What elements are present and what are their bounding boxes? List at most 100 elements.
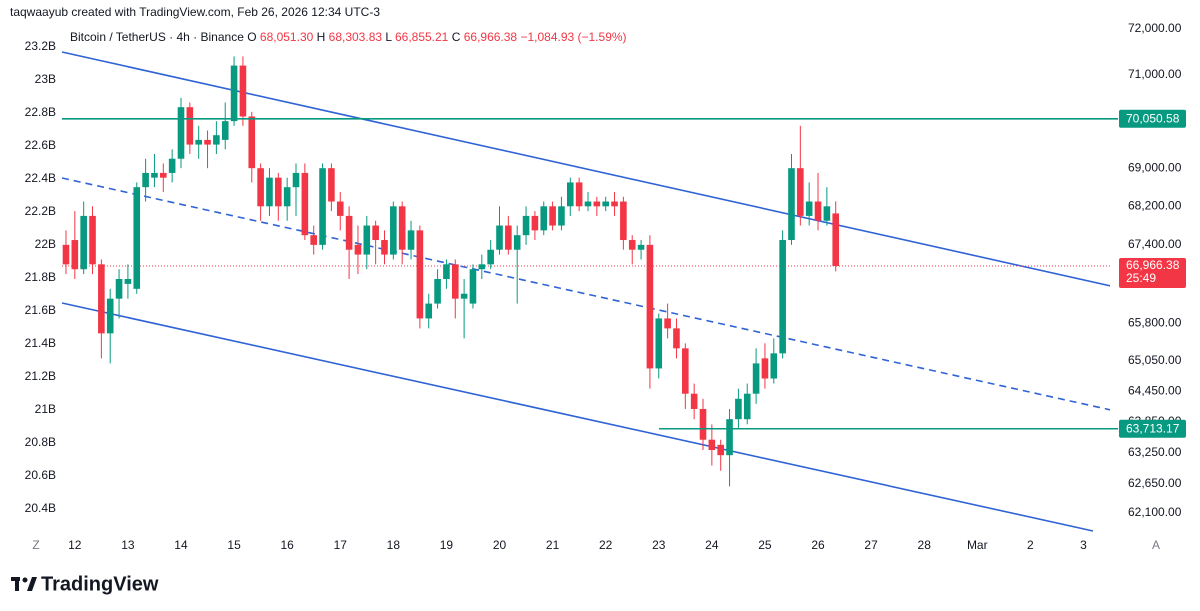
- candle-body: [310, 235, 318, 245]
- candle-body: [717, 444, 725, 456]
- candle-body: [602, 201, 609, 207]
- x-tick-label: 20: [493, 538, 507, 552]
- candle-body: [620, 201, 627, 241]
- y2-tick-label: 21.6B: [25, 303, 56, 317]
- candle-body: [832, 213, 840, 266]
- candle-body: [788, 168, 795, 241]
- legend-key: L: [385, 30, 392, 44]
- candle-body: [823, 206, 831, 221]
- plot-area: [62, 56, 1110, 487]
- x-tick-label: 3: [1080, 538, 1087, 552]
- y-tick-label: 65,800.00: [1128, 316, 1182, 330]
- candle-body: [735, 398, 742, 420]
- brand-logo: [11, 577, 37, 591]
- candle-body: [89, 215, 96, 265]
- y-tick-label: 62,100.00: [1128, 505, 1182, 519]
- level-label: 63,713.17: [1126, 421, 1180, 435]
- candle-body: [805, 201, 813, 216]
- x-tick-label: 22: [599, 538, 613, 552]
- x-tick-label: 19: [440, 538, 454, 552]
- candle-body: [416, 230, 424, 319]
- x-tick-label: 26: [811, 538, 825, 552]
- y2-tick-label: 22.2B: [25, 204, 56, 218]
- candle-body: [646, 244, 654, 369]
- channel-lower: [61, 302, 1094, 532]
- candle-body: [336, 201, 344, 216]
- x-tick-label: 21: [546, 538, 560, 552]
- x-tick-label: 28: [918, 538, 932, 552]
- auto-button-right[interactable]: A: [1152, 538, 1160, 552]
- y2-tick-label: 22B: [35, 237, 56, 251]
- candle-body: [540, 206, 548, 231]
- candle-body: [708, 439, 716, 451]
- x-tick-label: 2: [1027, 538, 1034, 552]
- candle-body: [363, 225, 371, 255]
- candle-body: [390, 206, 397, 255]
- y2-tick-label: 21.4B: [25, 336, 56, 350]
- candle-body: [354, 244, 362, 255]
- y2-tick-label: 21.2B: [25, 369, 56, 383]
- candle-body: [770, 353, 778, 379]
- x-tick-label: Mar: [967, 538, 988, 552]
- x-tick-label: 15: [227, 538, 241, 552]
- y2-tick-label: 21B: [35, 402, 56, 416]
- candle-body: [159, 172, 167, 178]
- x-tick-label: 14: [174, 538, 188, 552]
- x-tick-label: 23: [652, 538, 666, 552]
- candle-body: [752, 363, 760, 394]
- y-tick-label: 62,650.00: [1128, 476, 1182, 490]
- candle-body: [124, 279, 132, 284]
- candle-body: [637, 244, 645, 250]
- channel: [61, 51, 1110, 532]
- last-price-label: 66,966.38: [1126, 258, 1180, 272]
- y-tick-label: 72,000.00: [1128, 21, 1182, 35]
- candle-body: [71, 240, 79, 270]
- candle-body: [522, 215, 530, 236]
- candle-body: [266, 177, 273, 207]
- candle-body: [275, 177, 282, 207]
- x-tick-label: 16: [280, 538, 294, 552]
- y2-tick-label: 23B: [35, 72, 56, 86]
- candle-body: [505, 225, 512, 250]
- x-tick-label: 12: [68, 538, 82, 552]
- y2-tick-label: 20.4B: [25, 501, 56, 515]
- y2-tick-label: 22.4B: [25, 171, 56, 185]
- y-tick-label: 63,250.00: [1128, 445, 1182, 459]
- candle-body: [372, 225, 379, 241]
- candle-body: [345, 215, 353, 250]
- candle-body: [239, 65, 247, 117]
- candle-body: [726, 419, 733, 456]
- candle-body: [814, 201, 822, 221]
- countdown: 25:49: [1126, 271, 1156, 285]
- x-tick-label: 18: [387, 538, 401, 552]
- candle-body: [682, 348, 689, 394]
- candle-body: [142, 172, 149, 188]
- candle-body: [690, 393, 698, 409]
- candle-body: [664, 318, 671, 329]
- candle-body: [168, 158, 176, 173]
- last-price-box: [1119, 257, 1186, 288]
- symbol: Bitcoin / TetherUS · 4h · Binance: [70, 30, 244, 44]
- candle-body: [655, 318, 663, 369]
- auto-button-left[interactable]: Z: [32, 538, 39, 552]
- candle-body: [584, 201, 592, 207]
- y2-tick-label: 22.6B: [25, 138, 56, 152]
- x-tick-label: 17: [334, 538, 348, 552]
- level-label-box: [1119, 109, 1186, 128]
- channel-middle: [61, 177, 1110, 411]
- x-tick-label: 27: [864, 538, 878, 552]
- x-tick-label: 13: [121, 538, 135, 552]
- candle-body: [743, 393, 751, 420]
- candle-body: [628, 240, 636, 250]
- candle-body: [513, 235, 521, 250]
- candle-body: [98, 264, 105, 334]
- candle-body: [301, 172, 309, 236]
- candle-body: [257, 168, 264, 207]
- candle-body: [283, 187, 291, 207]
- legend-key: C: [452, 30, 461, 44]
- channel-upper: [61, 51, 1110, 287]
- legend-value: 66,855.21: [395, 30, 449, 44]
- candle-body: [487, 249, 494, 265]
